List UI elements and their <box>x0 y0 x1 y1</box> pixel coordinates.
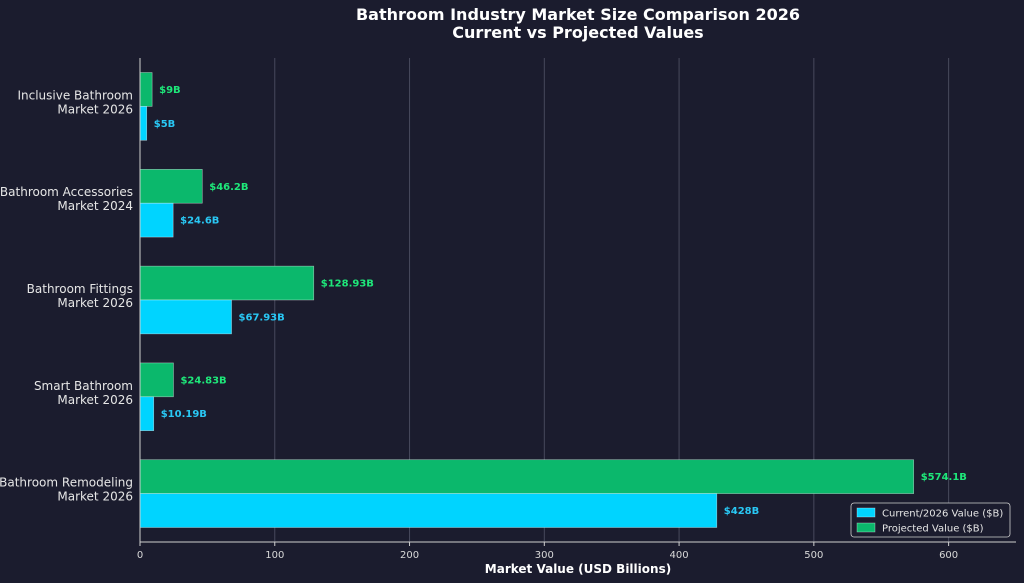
category-label-line: Market 2026 <box>57 102 133 116</box>
category-label-line: Market 2024 <box>57 199 133 213</box>
x-tick-label: 100 <box>265 550 284 561</box>
x-axis-label: Market Value (USD Billions) <box>485 562 671 576</box>
category-label-line: Smart Bathroom <box>34 379 133 393</box>
bar-projected <box>139 265 315 301</box>
bar-projected <box>139 362 174 398</box>
data-label: $5B <box>154 119 176 130</box>
category-label: Smart Bathroom Market 2026 <box>34 379 133 407</box>
x-tick-label: 0 <box>137 550 143 561</box>
category-label-line: Market 2026 <box>57 296 133 310</box>
data-label: $9B <box>159 85 181 96</box>
x-tick-label: 400 <box>670 550 689 561</box>
legend: Current/2026 Value ($B) Projected Value (… <box>850 502 1011 538</box>
bar-current <box>139 396 155 431</box>
bar-projected <box>139 169 203 204</box>
category-label: Bathroom Accessories Market 2024 <box>0 185 133 213</box>
x-tick-labels: 0 100 200 300 400 500 600 <box>137 542 958 561</box>
category-label-line: Market 2026 <box>57 490 133 504</box>
bar-current <box>139 106 148 141</box>
chart-subtitle: Current vs Projected Values <box>452 23 703 42</box>
category-label-line: Inclusive Bathroom <box>17 88 133 102</box>
x-tick-label: 200 <box>400 550 419 561</box>
bar-projected <box>139 72 153 107</box>
data-label: $428B <box>724 506 759 517</box>
x-tick-label: 600 <box>939 550 958 561</box>
legend-box <box>850 502 1011 538</box>
data-label: $24.6B <box>180 216 219 227</box>
chart-title: Bathroom Industry Market Size Comparison… <box>356 5 800 24</box>
bar-current <box>139 299 232 335</box>
category-label: Inclusive Bathroom Market 2026 <box>17 88 133 116</box>
data-label: $128.93B <box>321 279 374 290</box>
x-tick-label: 300 <box>535 550 554 561</box>
bar-projected <box>139 459 915 494</box>
category-label: Bathroom Fittings Market 2026 <box>27 282 133 310</box>
legend-swatch <box>856 507 876 518</box>
data-label: $574.1B <box>921 472 967 483</box>
legend-label: Current/2026 Value ($B) <box>882 509 1003 520</box>
data-label: $10.19B <box>161 409 207 420</box>
axes <box>139 58 1016 543</box>
category-label: Bathroom Remodeling Market 2026 <box>0 476 133 504</box>
category-label-line: Bathroom Fittings <box>27 282 133 296</box>
bar-current <box>139 202 174 238</box>
category-label-line: Market 2026 <box>57 393 133 407</box>
data-label: $46.2B <box>209 182 248 193</box>
x-tick-label: 500 <box>804 550 823 561</box>
category-label-line: Bathroom Remodeling <box>0 476 133 490</box>
data-label: $24.83B <box>180 375 226 386</box>
category-label-line: Bathroom Accessories <box>0 185 133 199</box>
bar-current <box>139 493 718 528</box>
legend-label: Projected Value ($B) <box>882 524 984 535</box>
data-label: $67.93B <box>239 312 285 323</box>
legend-swatch <box>856 522 876 533</box>
bars: $9B $5B $46.2B $24.6B $128.93B $67.93B $24.83B… <box>139 72 967 528</box>
